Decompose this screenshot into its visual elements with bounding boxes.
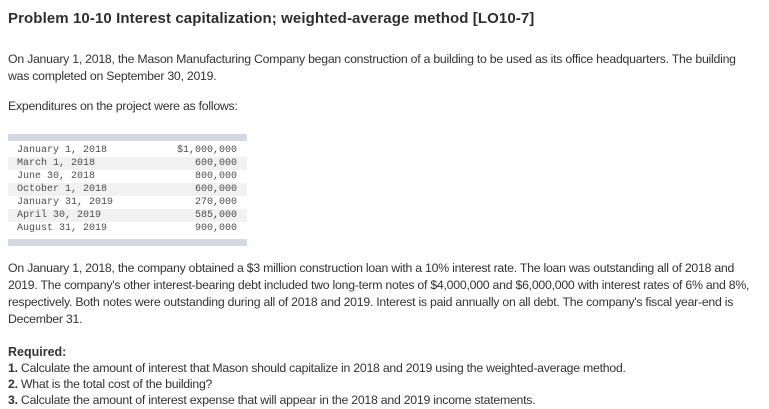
- table-row: January 31, 2019 270,000: [8, 196, 247, 209]
- required-section: Required: 1. Calculate the amount of int…: [8, 344, 760, 408]
- required-item-number: 1.: [8, 361, 18, 375]
- table-row: April 30, 2019 585,000: [8, 209, 247, 222]
- table-row: June 30, 2018 800,000: [8, 170, 247, 183]
- problem-title: Problem 10-10 Interest capitalization; w…: [8, 10, 535, 27]
- required-item-text: Calculate the amount of interest that Ma…: [17, 361, 626, 375]
- required-label: Required:: [8, 345, 67, 359]
- expenditure-amount: 800,000: [194, 171, 237, 182]
- expenditure-amount: 270,000: [194, 197, 237, 208]
- expenditure-date: January 1, 2018: [17, 145, 108, 156]
- expenditures-table: January 1, 2018 $1,000,000 March 1, 2018…: [8, 134, 247, 246]
- expenditure-date: June 30, 2018: [17, 171, 96, 182]
- expenditure-amount: 900,000: [194, 223, 237, 234]
- required-item-3: 3. Calculate the amount of interest expe…: [8, 393, 760, 409]
- required-item-2: 2. What is the total cost of the buildin…: [8, 377, 760, 393]
- expenditure-amount: 600,000: [194, 184, 237, 195]
- table-row: August 31, 2019 900,000: [8, 222, 247, 235]
- intro-paragraph: On January 1, 2018, the Mason Manufactur…: [8, 52, 736, 83]
- required-item-number: 3.: [8, 392, 18, 407]
- expenditures-intro: Expenditures on the project were as foll…: [8, 99, 238, 113]
- table-row: March 1, 2018 600,000: [8, 157, 247, 170]
- expenditure-date: August 31, 2019: [17, 223, 108, 234]
- table-bottom-bar: [8, 239, 247, 246]
- expenditure-amount: $1,000,000: [176, 145, 237, 156]
- table-row: October 1, 2018 600,000: [8, 183, 247, 196]
- expenditure-date: April 30, 2019: [17, 210, 102, 221]
- expenditure-amount: 600,000: [194, 158, 237, 169]
- required-item-number: 2.: [8, 376, 18, 391]
- expenditure-date: October 1, 2018: [17, 184, 108, 195]
- table-row: January 1, 2018 $1,000,000: [8, 144, 247, 157]
- required-item-1: 1. Calculate the amount of interest that…: [8, 361, 760, 377]
- table-top-bar: [8, 134, 247, 141]
- expenditure-date: March 1, 2018: [17, 158, 96, 169]
- expenditure-amount: 585,000: [194, 210, 237, 221]
- table-rows: January 1, 2018 $1,000,000 March 1, 2018…: [8, 141, 247, 239]
- details-paragraph: On January 1, 2018, the company obtained…: [8, 261, 750, 326]
- required-item-text: Calculate the amount of interest expense…: [17, 392, 536, 407]
- expenditure-date: January 31, 2019: [17, 197, 114, 208]
- required-item-text: What is the total cost of the building?: [17, 376, 213, 391]
